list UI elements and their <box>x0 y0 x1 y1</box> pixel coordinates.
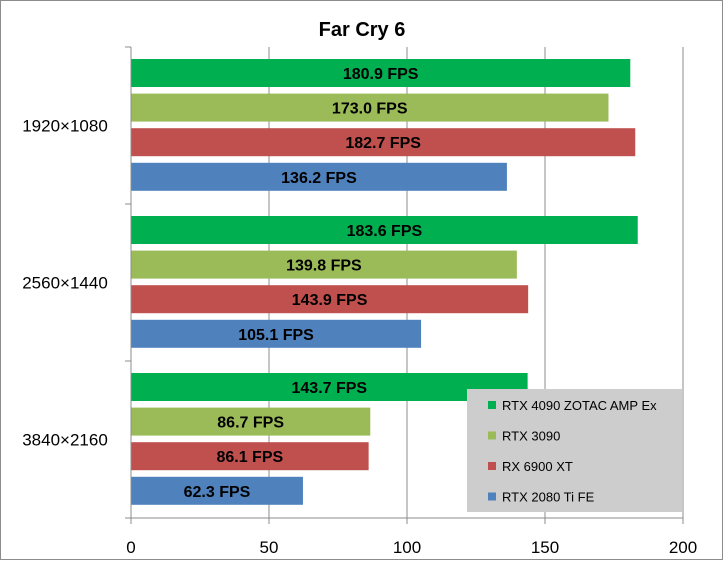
legend-swatch <box>488 431 496 440</box>
bar-value-label: 62.3 FPS <box>184 484 251 501</box>
legend-box <box>467 389 682 512</box>
bar <box>131 162 507 191</box>
bar <box>131 319 422 348</box>
bar-value-label: 86.7 FPS <box>217 415 284 432</box>
bar <box>131 93 609 122</box>
bar <box>131 216 638 244</box>
x-tick-label: 150 <box>531 538 559 557</box>
bar-value-label: 183.6 FPS <box>347 223 423 240</box>
x-tick-label: 0 <box>126 538 135 557</box>
grid-lines <box>268 47 684 518</box>
bar-value-label: 180.9 FPS <box>343 66 419 83</box>
bar <box>131 250 517 279</box>
bar <box>131 285 529 314</box>
bar <box>131 59 631 87</box>
legend-swatch <box>488 492 496 501</box>
bar <box>131 128 636 157</box>
bar <box>131 373 528 401</box>
bar-value-label: 86.1 FPS <box>216 449 283 466</box>
legend-swatch <box>488 401 496 409</box>
legend-entry-label: RTX 4090 ZOTAC AMP Ex <box>502 398 657 413</box>
legend-entry-label: RTX 3090 <box>502 429 560 444</box>
bar-value-label: 143.7 FPS <box>292 380 368 397</box>
bar-value-label: 105.1 FPS <box>238 327 314 344</box>
bar-value-label: 182.7 FPS <box>345 135 421 152</box>
bar <box>131 407 371 436</box>
legend-swatch <box>488 462 496 470</box>
legend-entry-label: RX 6900 XT <box>502 459 573 474</box>
bars: 180.9 FPS 173.0 FPS 182.7 FPS 136.2 FPS 183.… <box>131 59 638 505</box>
y-category-label: 1920×1080 <box>22 117 108 136</box>
chart-title: Far Cry 6 <box>319 19 406 41</box>
legend: RTX 4090 ZOTAC AMP Ex RTX 3090 RX 6900 XT R… <box>467 389 682 512</box>
bar-value-label: 139.8 FPS <box>286 258 362 275</box>
x-tick-label: 200 <box>669 538 697 557</box>
legend-entry-label: RTX 2080 Ti FE <box>502 490 595 505</box>
bar <box>131 442 369 471</box>
x-tick-label: 100 <box>393 538 421 557</box>
bar-value-label: 143.9 FPS <box>292 292 368 309</box>
x-tick-label: 50 <box>260 538 279 557</box>
bar <box>131 476 303 505</box>
axes: 0 50 100 150 200 1920×1080 2560×1440 3840×2160 <box>22 46 697 557</box>
y-category-label: 3840×2160 <box>22 431 108 450</box>
y-category-label: 2560×1440 <box>22 274 108 293</box>
bar-value-label: 136.2 FPS <box>281 170 357 187</box>
bar-value-label: 173.0 FPS <box>332 101 408 118</box>
